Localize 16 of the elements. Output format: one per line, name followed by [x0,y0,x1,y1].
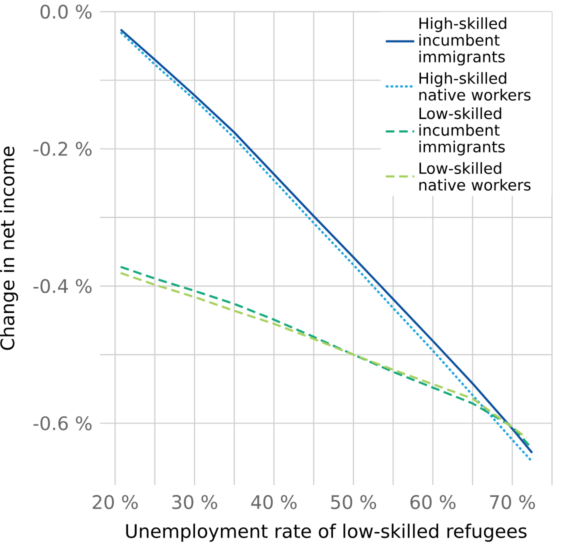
y-axis-title: Change in net income [0,146,18,350]
x-tick-label: 70 % [490,495,535,510]
y-tick-label: -0.6 % [33,416,92,430]
x-tick-label: 60 % [410,495,456,510]
y-tick-label: -0.2 % [33,142,92,156]
y-tick-label: 0.0 % [40,4,92,19]
legend-label: Low-skilled native workers [419,162,531,191]
x-tick-label: 30 % [172,495,218,510]
legend-label: High-skilled incumbent immigrants [419,17,506,66]
x-tick-label: 20 % [92,495,138,510]
x-tick-label: 40 % [251,495,297,510]
x-tick-label: 50 % [331,495,376,510]
legend-label: Low-skilled incumbent immigrants [419,107,505,156]
y-tick-label: -0.4 % [33,278,92,294]
legend-label: High-skilled native workers [419,72,531,101]
x-axis-title: Unemployment rate of low-skilled refugees [126,524,527,542]
